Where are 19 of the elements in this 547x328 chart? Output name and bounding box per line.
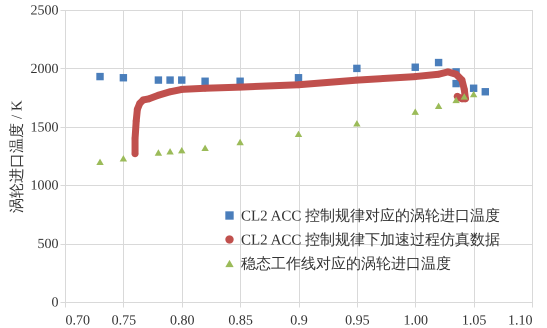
x-tick-label: 0.75	[112, 314, 136, 328]
x-tick-label: 1.10	[508, 314, 532, 328]
y-tick-label: 1500	[30, 120, 58, 136]
x-tick-label: 1.00	[404, 314, 428, 328]
y-axis-title: 涡轮进口温度 / K	[8, 100, 26, 213]
x-tick-label: 1.05	[462, 314, 486, 328]
y-tick-label: 2500	[30, 4, 58, 18]
x-tick-label: 0.9	[290, 314, 308, 328]
legend-label: CL2 ACC 控制规律下加速过程仿真数据	[241, 232, 500, 248]
x-tick-label: 0.70	[66, 314, 90, 328]
y-tick-label: 0	[52, 296, 58, 310]
legend-label: 稳态工作线对应的涡轮进口温度	[241, 256, 451, 272]
legend-label: CL2 ACC 控制规律对应的涡轮进口温度	[241, 208, 500, 224]
x-tick-label: 0.85	[228, 314, 253, 328]
x-tick-label: 0.80	[170, 314, 194, 328]
y-tick-label: 500	[38, 237, 58, 252]
x-tick-label: 0.95	[345, 314, 370, 328]
y-tick-label: 2000	[30, 62, 58, 77]
y-tick-label: 1000	[30, 178, 58, 194]
